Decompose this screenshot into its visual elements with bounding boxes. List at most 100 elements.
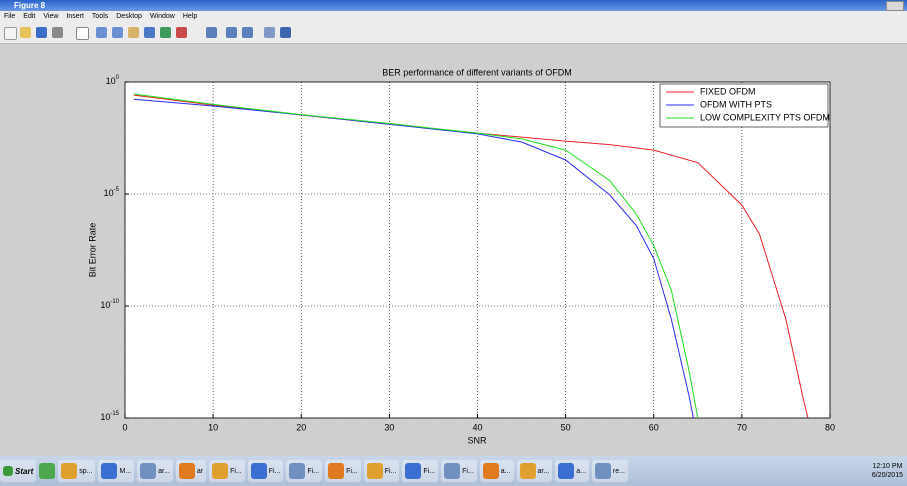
quick-launch[interactable] <box>39 463 55 479</box>
tool-icon[interactable] <box>112 27 123 38</box>
task-button[interactable]: sp... <box>58 460 95 482</box>
task-button[interactable]: a... <box>555 460 589 482</box>
task-label: a... <box>576 468 586 475</box>
start-icon <box>3 466 13 476</box>
tool-icon[interactable] <box>206 27 217 38</box>
task-icon <box>520 463 536 479</box>
task-label: Fi... <box>269 468 281 475</box>
task-label: M... <box>119 468 131 475</box>
window-controls[interactable] <box>886 1 904 11</box>
tool-icon[interactable] <box>160 27 171 38</box>
title-bar: Figure 8 <box>0 0 907 11</box>
x-tick-label: 10 <box>208 422 218 432</box>
tool-icon[interactable] <box>226 27 237 38</box>
x-axis-label: SNR <box>467 435 487 445</box>
task-label: Fi... <box>423 468 435 475</box>
task-label: ar... <box>158 468 170 475</box>
task-button[interactable]: ar <box>176 460 206 482</box>
y-tick-label: 100 <box>106 75 120 87</box>
time: 12:10 PM <box>872 462 903 471</box>
task-button[interactable]: Fi... <box>209 460 245 482</box>
task-button[interactable]: Fi... <box>402 460 438 482</box>
task-button[interactable]: Fi... <box>286 460 322 482</box>
task-label: re... <box>613 468 625 475</box>
menu-item[interactable]: View <box>43 11 58 23</box>
task-label: Fi... <box>307 468 319 475</box>
task-label: Fi... <box>346 468 358 475</box>
x-tick-label: 70 <box>737 422 747 432</box>
task-label: sp... <box>79 468 92 475</box>
task-label: ar <box>197 468 203 475</box>
taskbar: Start sp... M... ar... ar Fi... Fi... Fi... Fi.… <box>0 456 907 486</box>
task-icon <box>101 463 117 479</box>
task-button[interactable]: Fi... <box>441 460 477 482</box>
y-tick-label: 10-5 <box>104 187 120 199</box>
x-tick-label: 0 <box>122 422 127 432</box>
task-label: Fi... <box>230 468 242 475</box>
task-button[interactable]: Fi... <box>325 460 361 482</box>
task-icon <box>61 463 77 479</box>
start-label: Start <box>15 467 33 476</box>
tool-icon[interactable] <box>128 27 139 38</box>
menu-item[interactable]: Edit <box>23 11 35 23</box>
task-icon <box>595 463 611 479</box>
tool-icon[interactable] <box>264 27 275 38</box>
menu-item[interactable]: File <box>4 11 15 23</box>
task-label: ar... <box>538 468 550 475</box>
menu-item[interactable]: Window <box>150 11 175 23</box>
menu-item[interactable]: Tools <box>92 11 108 23</box>
task-icon <box>328 463 344 479</box>
x-tick-label: 20 <box>296 422 306 432</box>
x-tick-label: 80 <box>825 422 835 432</box>
task-label: a... <box>501 468 511 475</box>
task-icon <box>289 463 305 479</box>
x-tick-label: 40 <box>472 422 482 432</box>
task-button[interactable]: ar... <box>517 460 553 482</box>
menu-item[interactable]: Help <box>183 11 197 23</box>
task-button[interactable]: re... <box>592 460 628 482</box>
task-button[interactable]: a... <box>480 460 514 482</box>
start-button[interactable]: Start <box>0 460 36 482</box>
tool-icon[interactable] <box>242 27 253 38</box>
toolbar <box>0 23 907 44</box>
task-icon <box>367 463 383 479</box>
legend-label: FIXED OFDM <box>700 86 756 96</box>
y-axis-label: Bit Error Rate <box>87 223 97 278</box>
tool-icon[interactable] <box>280 27 291 38</box>
tool-icon[interactable] <box>20 27 31 38</box>
tool-icon[interactable] <box>52 27 63 38</box>
tool-icon[interactable] <box>76 27 89 40</box>
task-icon <box>444 463 460 479</box>
tool-icon[interactable] <box>36 27 47 38</box>
tool-icon[interactable] <box>176 27 187 38</box>
tool-icon[interactable] <box>144 27 155 38</box>
chart: BER performance of different variants of… <box>0 44 907 454</box>
task-icon <box>179 463 195 479</box>
task-icon <box>212 463 228 479</box>
task-items: sp... M... ar... ar Fi... Fi... Fi... Fi... Fi..… <box>58 460 628 482</box>
window-title: Figure 8 <box>14 1 45 10</box>
date: 6/20/2015 <box>872 471 903 480</box>
legend-label: OFDM WITH PTS <box>700 99 772 109</box>
x-tick-label: 30 <box>384 422 394 432</box>
task-button[interactable]: M... <box>98 460 134 482</box>
task-button[interactable]: Fi... <box>364 460 400 482</box>
legend-label: LOW COMPLEXITY PTS OFDM <box>700 112 830 122</box>
task-button[interactable]: ar... <box>137 460 173 482</box>
task-icon <box>140 463 156 479</box>
task-label: Fi... <box>385 468 397 475</box>
menu-item[interactable]: Insert <box>66 11 84 23</box>
task-button[interactable]: Fi... <box>248 460 284 482</box>
y-tick-label: 10-10 <box>100 299 119 311</box>
task-icon <box>251 463 267 479</box>
x-tick-label: 50 <box>561 422 571 432</box>
chart-title: BER performance of different variants of… <box>382 67 571 77</box>
tool-icon[interactable] <box>4 27 17 40</box>
tool-icon[interactable] <box>96 27 107 38</box>
menu-bar: File Edit View Insert Tools Desktop Window Help <box>0 11 907 23</box>
task-label: Fi... <box>462 468 474 475</box>
task-icon <box>483 463 499 479</box>
menu-item[interactable]: Desktop <box>116 11 142 23</box>
task-icon <box>405 463 421 479</box>
